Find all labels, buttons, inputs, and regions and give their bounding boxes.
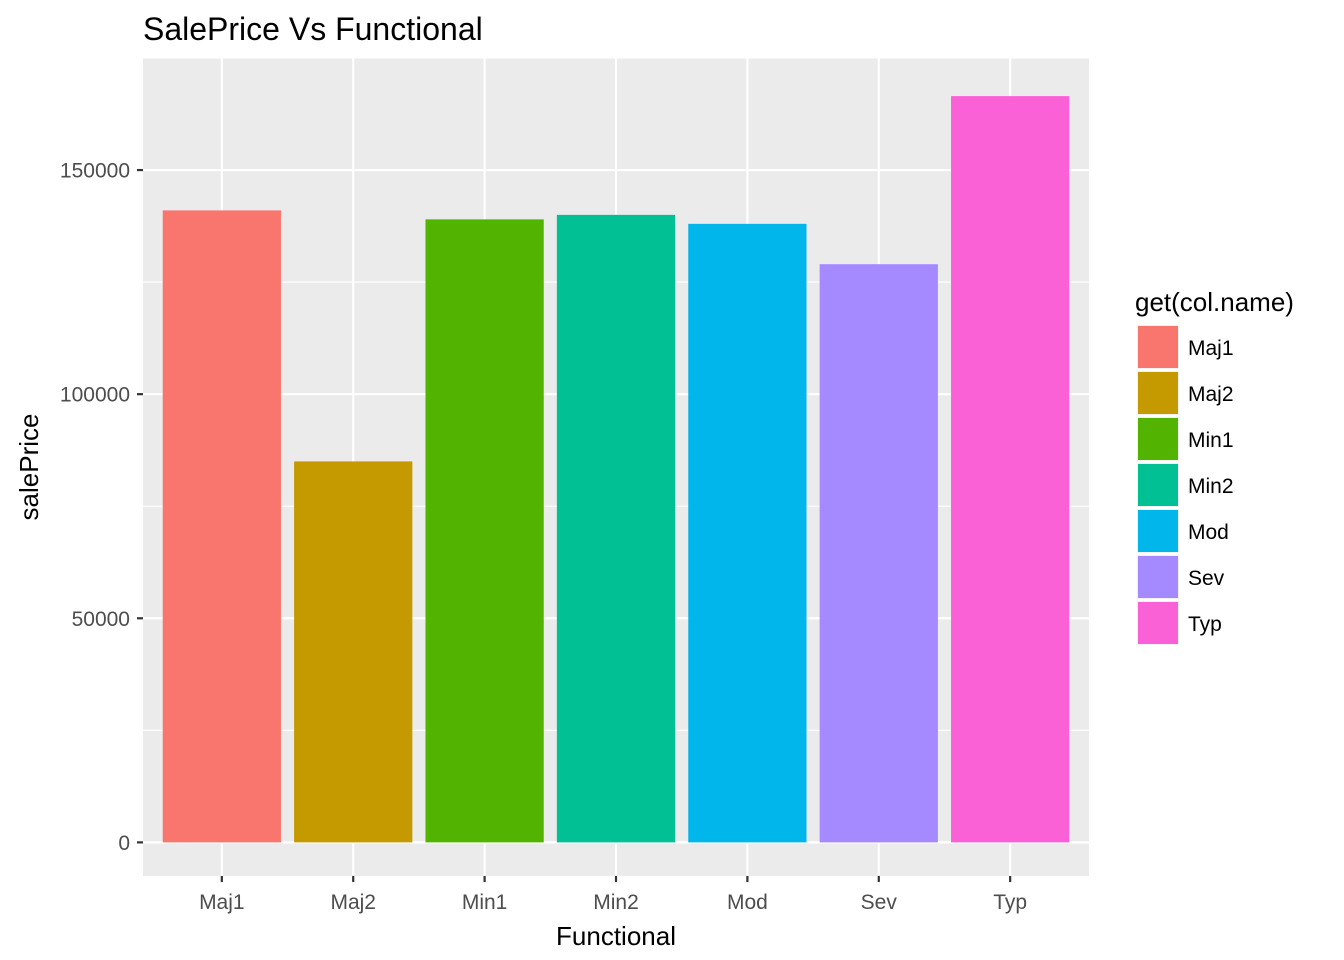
legend-swatch-typ: [1138, 602, 1178, 644]
bar-min1: [425, 219, 544, 843]
y-tick-label: 0: [118, 832, 130, 855]
legend-label: Min2: [1188, 475, 1234, 498]
legend-label: Typ: [1188, 613, 1222, 636]
x-tick-label: Maj1: [199, 891, 245, 914]
legend-swatch-maj1: [1138, 326, 1178, 368]
y-axis-title: salePrice: [14, 414, 44, 521]
y-tick-label: 150000: [60, 160, 130, 183]
bar-maj1: [162, 210, 281, 843]
legend-label: Maj1: [1188, 337, 1234, 360]
legend-swatch-mod: [1138, 510, 1178, 552]
x-tick-label: Typ: [993, 891, 1027, 914]
bar-sev: [819, 264, 938, 843]
x-tick-label: Min2: [593, 891, 639, 914]
bar-min2: [556, 214, 676, 843]
x-tick-label: Maj2: [330, 891, 376, 914]
chart-title: SalePrice Vs Functional: [143, 11, 483, 47]
legend-label: Maj2: [1188, 383, 1234, 406]
bar-typ: [951, 96, 1070, 843]
legend-items: Maj1 Maj2 Min1 Min2 Mod Sev Typ: [1137, 325, 1234, 645]
x-tick-label: Min1: [462, 891, 508, 914]
legend-swatch-min1: [1138, 418, 1178, 460]
bar-mod: [688, 223, 807, 843]
x-axis-title: Functional: [556, 921, 676, 951]
x-tick-label: Mod: [727, 891, 768, 914]
y-tick-label: 50000: [72, 608, 130, 631]
legend-swatch-maj2: [1138, 372, 1178, 414]
bars: [162, 96, 1070, 843]
legend: get(col.name) Maj1 Maj2 Min1 Min2 Mod Sev Typ: [1135, 287, 1294, 645]
x-tick-label: Sev: [861, 891, 898, 914]
y-tick-label: 100000: [60, 384, 130, 407]
legend-label: Min1: [1188, 429, 1234, 452]
legend-label: Mod: [1188, 521, 1229, 544]
legend-label: Sev: [1188, 567, 1225, 590]
legend-swatch-min2: [1138, 464, 1178, 506]
x-axis: Maj1 Maj2 Min1 Min2 Mod Sev Typ: [199, 876, 1027, 914]
bar-maj2: [294, 461, 413, 843]
legend-swatch-sev: [1138, 556, 1178, 598]
y-axis: 0 50000 100000 150000: [60, 160, 143, 855]
legend-title: get(col.name): [1135, 287, 1294, 317]
